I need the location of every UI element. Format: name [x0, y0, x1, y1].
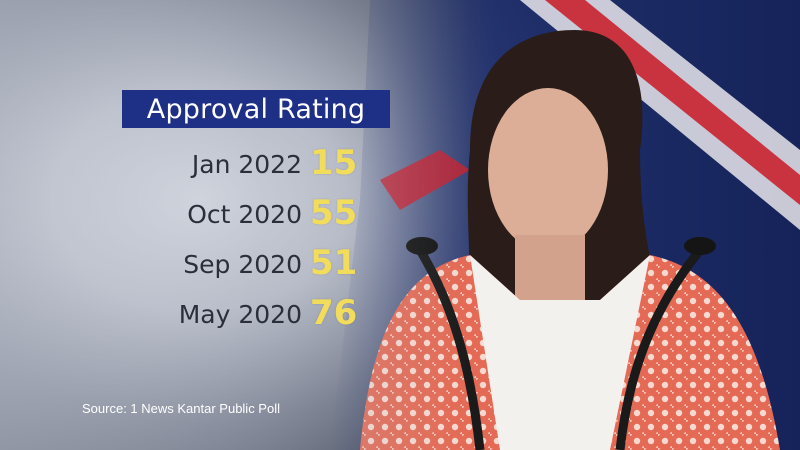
row-label: Oct 2020	[187, 200, 302, 229]
row-value: 15	[310, 143, 358, 183]
table-row: Jan 2022 15	[100, 141, 390, 191]
table-row: Oct 2020 55	[100, 191, 390, 241]
table-row: May 2020 76	[100, 291, 390, 341]
source-note: Source: 1 News Kantar Public Poll	[82, 401, 280, 416]
microphone-right-head	[684, 237, 716, 255]
row-value: 51	[310, 243, 358, 283]
chart-title-box: Approval Rating	[122, 90, 390, 128]
row-label: Jan 2022	[191, 150, 302, 179]
face-shape	[488, 88, 608, 252]
neck-shape	[515, 235, 585, 305]
chart-title: Approval Rating	[146, 93, 366, 125]
row-value: 76	[310, 293, 358, 333]
row-label: Sep 2020	[183, 250, 302, 279]
shirt-shape	[470, 255, 650, 450]
row-value: 55	[310, 193, 358, 233]
left-fade-overlay	[0, 0, 470, 450]
approval-table: Jan 2022 15 Oct 2020 55 Sep 2020 51 May …	[100, 141, 390, 341]
microphone-right	[615, 247, 704, 450]
table-row: Sep 2020 51	[100, 241, 390, 291]
row-label: May 2020	[178, 300, 302, 329]
